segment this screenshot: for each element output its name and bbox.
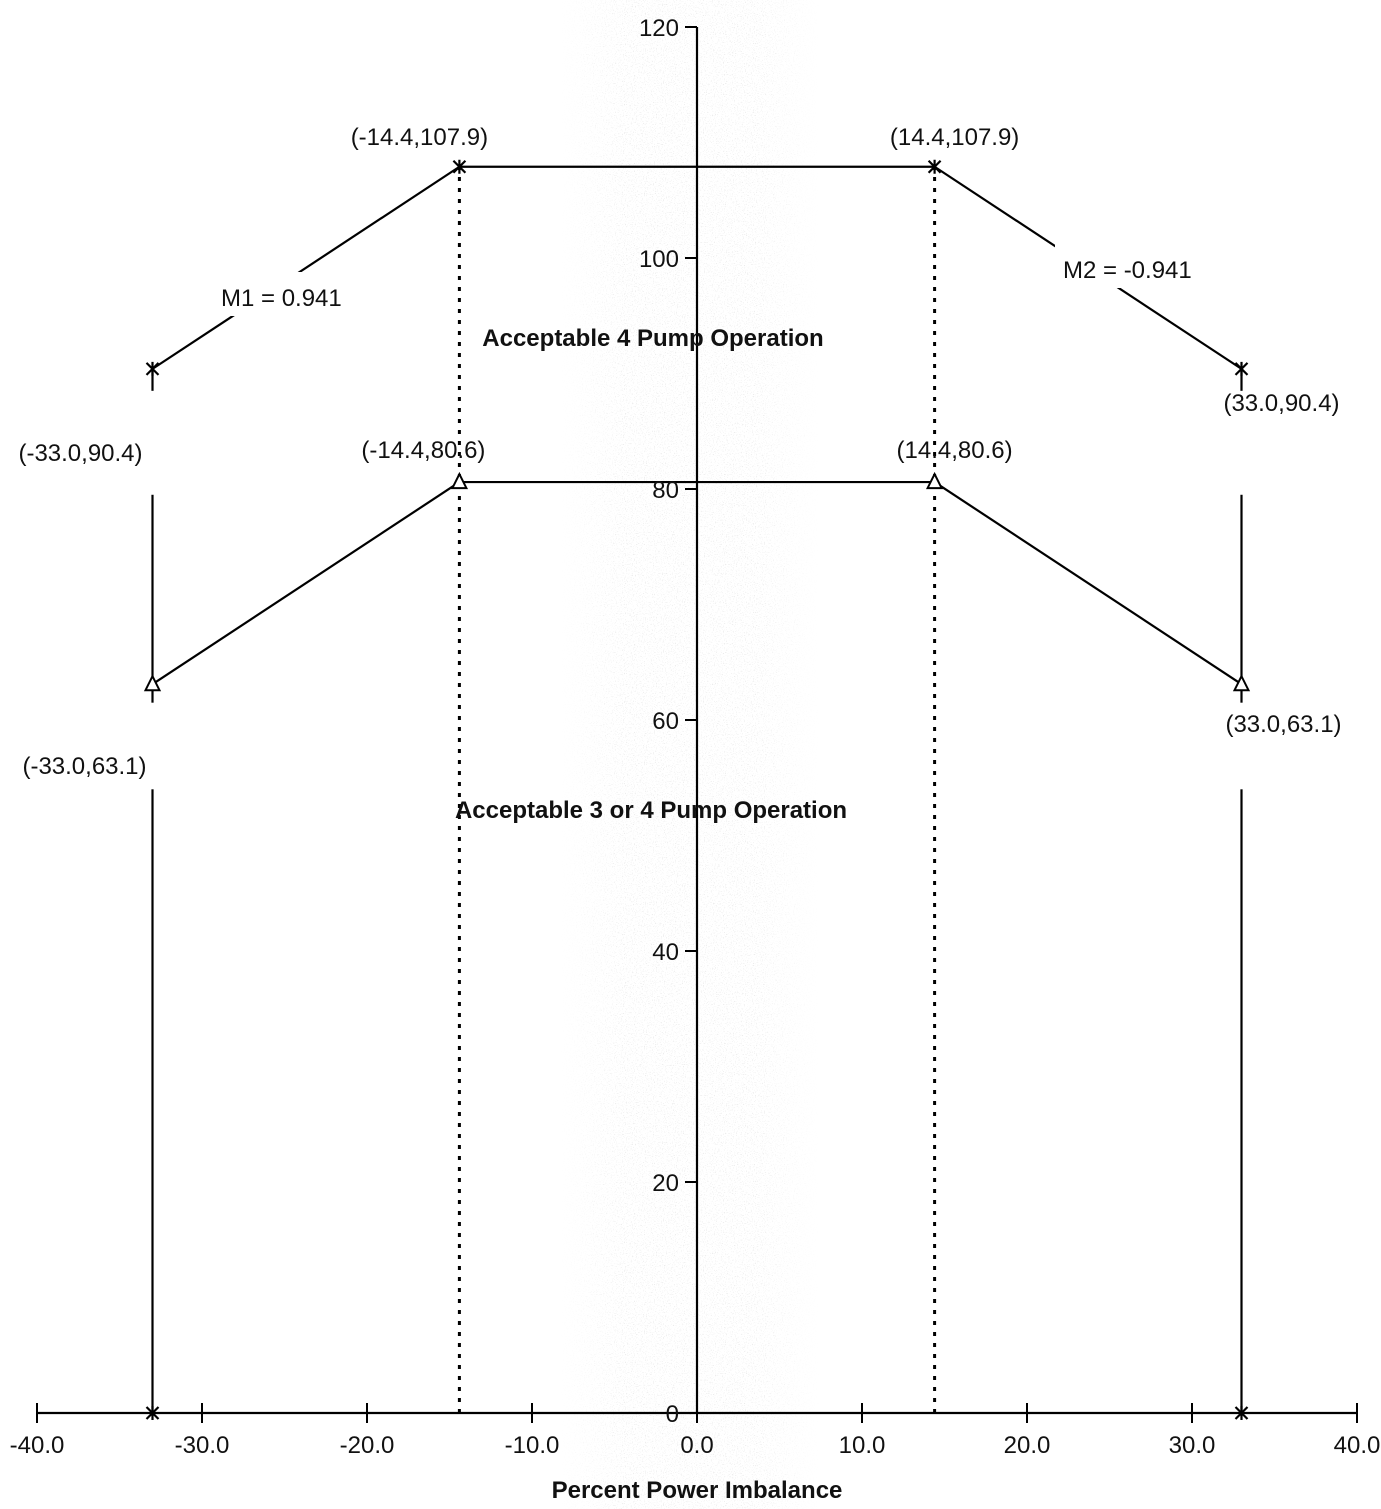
x-axis-title: Percent Power Imbalance [552,1477,843,1504]
series-segment [151,481,461,686]
data-markers [143,159,1251,1420]
triangle-marker [143,673,162,692]
label-gap [1238,390,1245,495]
x-marker [452,159,467,174]
y-tick-label: 120 [639,15,679,42]
y-tick-label: 80 [652,477,679,504]
x-marker [1234,361,1249,376]
y-tick-label: 20 [652,1170,679,1197]
triangle-marker [450,471,469,490]
point-label: (14.4,107.9) [890,124,1019,151]
label-gap [149,390,156,495]
label-gap [149,702,156,790]
x-tick-label: 20.0 [1004,1432,1051,1459]
x-marker [1234,1406,1249,1420]
x-marker [145,1406,160,1420]
point-label: (-33.0,90.4) [18,440,142,467]
region-label-4-pump: Acceptable 4 Pump Operation [482,325,823,352]
x-tick-labels: -40.0 -30.0 -20.0 -10.0 0.0 10.0 20.0 30.0 40.0 [10,1432,1381,1459]
point-label: (-33.0,63.1) [22,753,146,780]
triangle-marker [925,471,944,490]
x-tick-label: 10.0 [839,1432,886,1459]
point-label: (14.4,80.6) [897,437,1013,464]
slope-label-m2: M2 = -0.941 [1063,257,1192,284]
point-label: (-14.4,80.6) [361,437,485,464]
series-segment [151,165,461,370]
x-tick-label: -30.0 [175,1432,230,1459]
x-tick-label: -10.0 [505,1432,560,1459]
label-gap [1055,244,1213,288]
scan-noise-band [560,0,820,1509]
x-tick-label: -40.0 [10,1432,65,1459]
y-tick-labels: 0 20 40 60 80 100 120 [639,15,679,1428]
point-label: (-14.4,107.9) [351,124,488,151]
point-labels: (-14.4,107.9) (14.4,107.9) (-33.0,90.4) (33… [18,124,1341,780]
x-tick-label: 40.0 [1334,1432,1381,1459]
x-tick-label: 0.0 [680,1432,713,1459]
y-tick-label: 100 [639,246,679,273]
series-segment [933,481,1243,686]
x-marker [927,159,942,174]
triangle-marker [1232,673,1251,692]
x-marker [145,361,160,376]
label-gap [1238,702,1245,790]
x-tick-label: -20.0 [340,1432,395,1459]
point-label: (33.0,90.4) [1223,390,1339,417]
point-label: (33.0,63.1) [1225,711,1341,738]
x-tick-label: 30.0 [1169,1432,1216,1459]
axes [36,26,1358,1423]
y-tick-label: 0 [666,1401,679,1428]
y-tick-label: 60 [652,708,679,735]
y-tick-label: 40 [652,939,679,966]
data-series [149,165,1245,1413]
region-label-3-or-4-pump: Acceptable 3 or 4 Pump Operation [455,797,847,824]
slope-label-m1: M1 = 0.941 [221,285,342,312]
label-gap [212,272,362,316]
